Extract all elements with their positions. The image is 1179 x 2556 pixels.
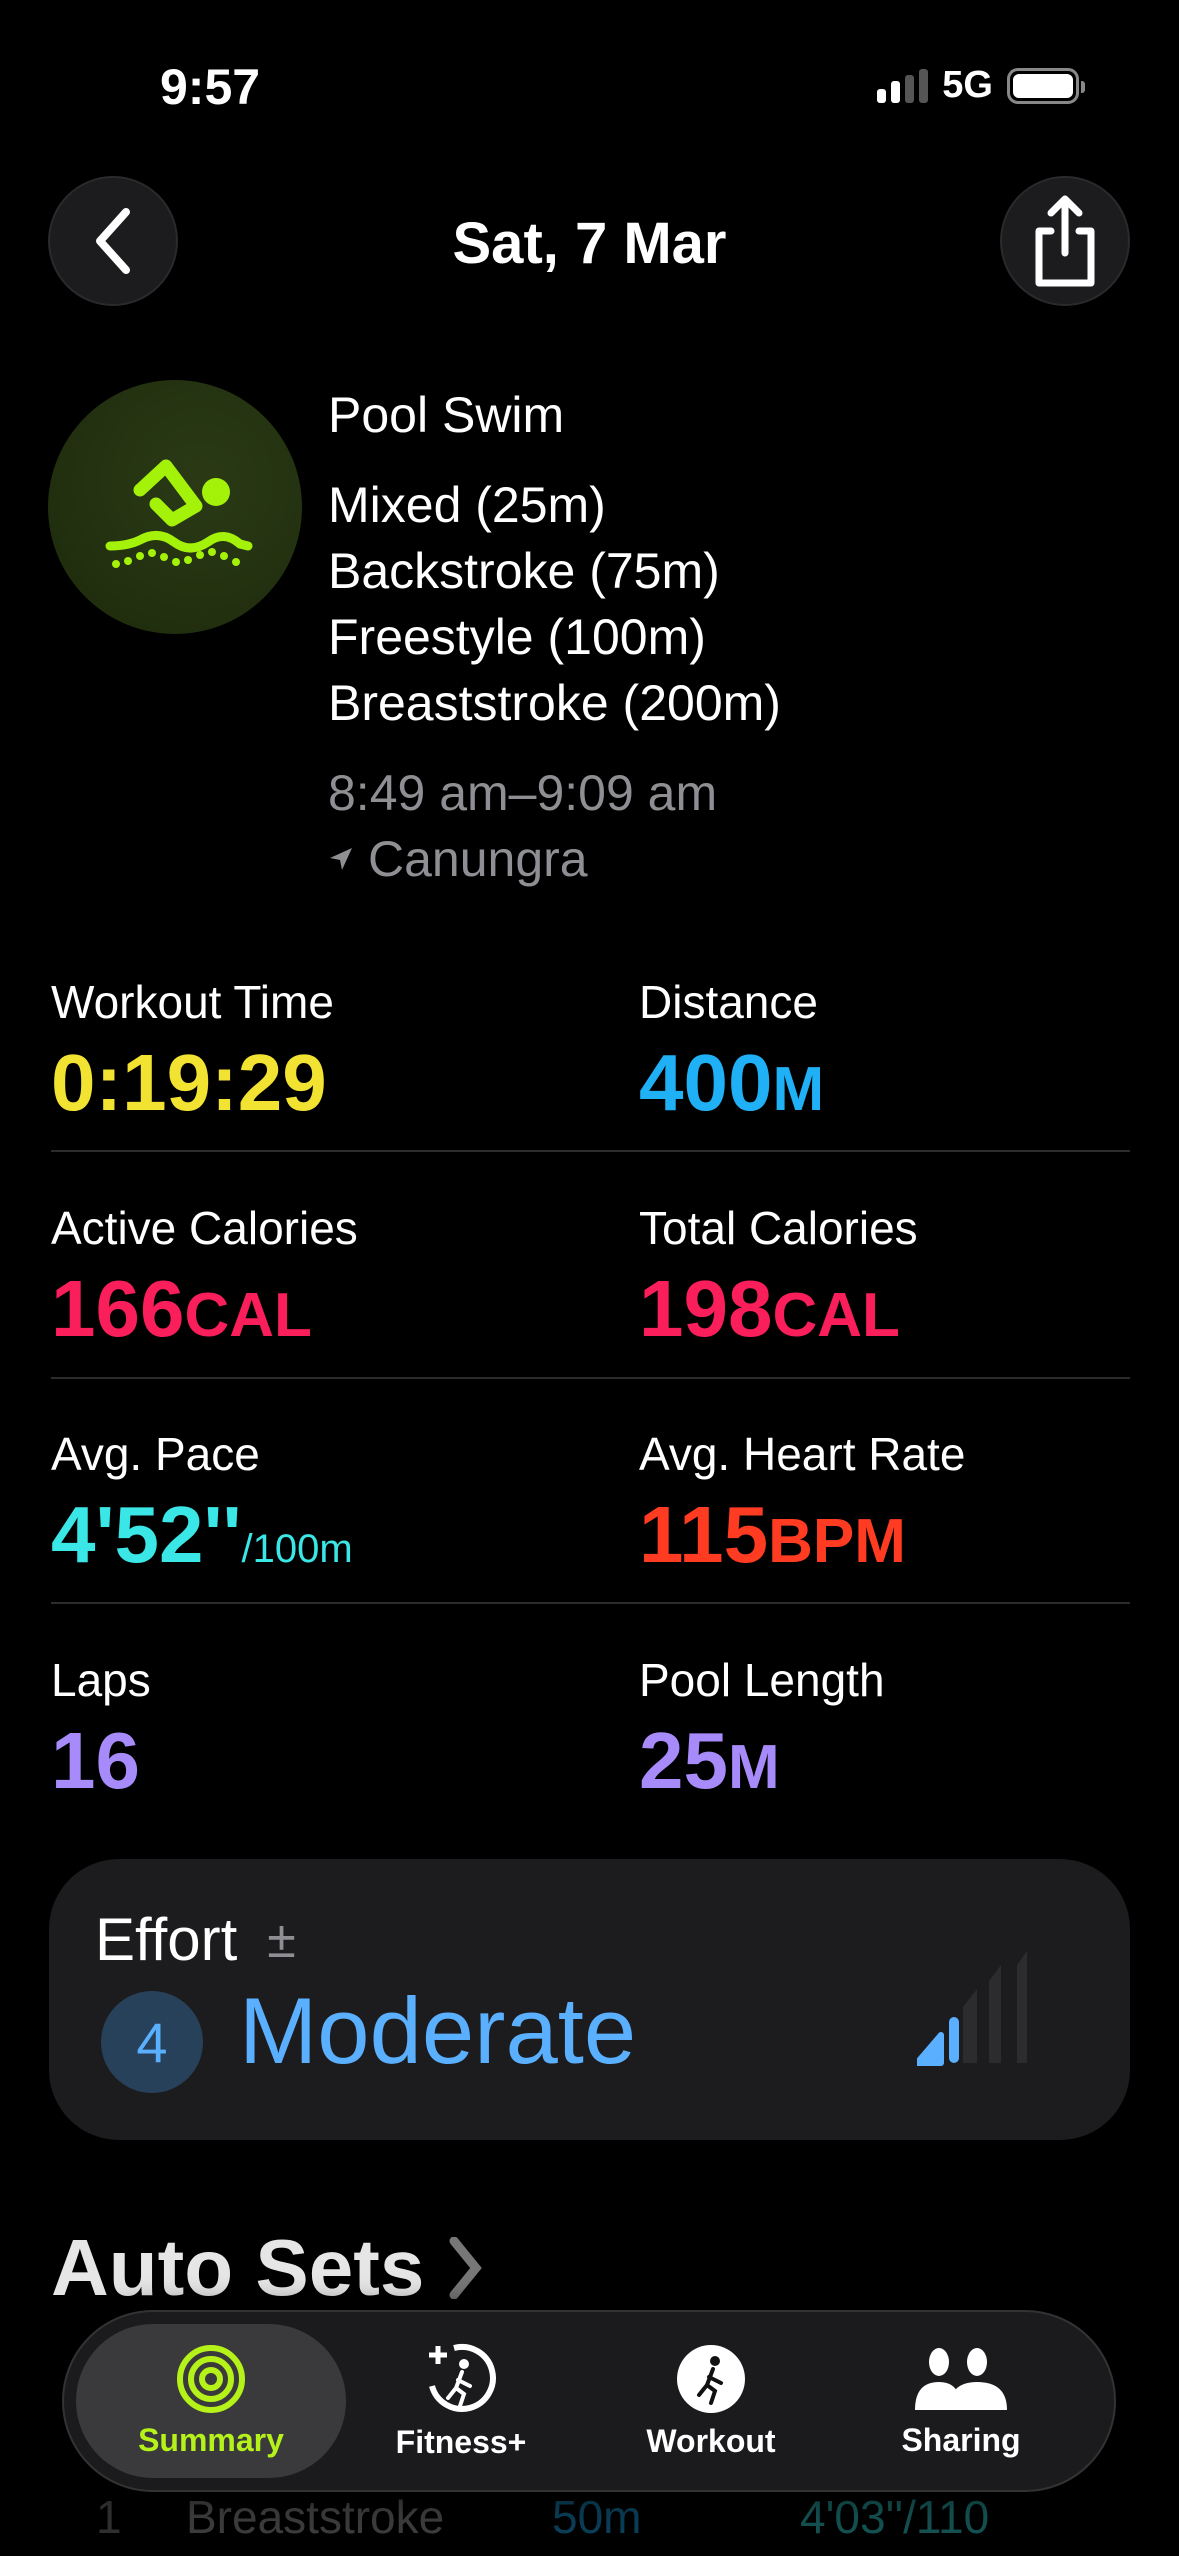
stat-value: 0:19:29 <box>51 1043 334 1123</box>
status-indicators: 5G <box>877 64 1085 107</box>
stat-unit: CAL <box>184 1281 312 1350</box>
set-index: 1 <box>96 2491 122 2543</box>
stat-number: 25 <box>639 1716 728 1805</box>
pool-swim-icon <box>48 380 302 634</box>
status-time: 9:57 <box>160 59 261 115</box>
effort-level-badge: 4 <box>101 1991 203 2093</box>
tab-label: Workout <box>646 2422 776 2459</box>
stat-number: 4'52'' <box>51 1490 242 1579</box>
location: Canungra <box>328 826 781 892</box>
stat-number: 0:19:29 <box>51 1038 327 1127</box>
stroke-item: Breaststroke (200m) <box>328 675 781 731</box>
stat-number: 400 <box>639 1038 773 1127</box>
tab-label: Sharing <box>901 2421 1021 2458</box>
stat-label: Active Calories <box>51 1202 358 1254</box>
tab-bar: Summary Fitness+ Workout Sharing <box>62 2310 1116 2492</box>
stat-value: 400M <box>639 1043 824 1123</box>
set-distance: 50m <box>552 2491 642 2543</box>
stat-label: Distance <box>639 976 818 1028</box>
stat-value: 198CAL <box>639 1269 918 1349</box>
stroke-item: Backstroke (75m) <box>328 543 720 599</box>
stat-number: 16 <box>51 1716 140 1805</box>
stat-label: Avg. Pace <box>51 1428 260 1480</box>
workout-info: Pool Swim Mixed (25m) Backstroke (75m) F… <box>328 382 781 892</box>
stat-value: 115BPM <box>639 1495 965 1575</box>
stat-label: Workout Time <box>51 976 334 1028</box>
stat-unit: M <box>772 1055 825 1124</box>
stat-total-calories: Total Calories 198CAL <box>639 1201 918 1349</box>
chevron-left-icon <box>96 208 130 274</box>
chevron-right-icon <box>449 2237 483 2299</box>
stat-unit: M <box>727 1733 780 1802</box>
set-stroke: Breaststroke <box>186 2491 445 2543</box>
tab-label: Summary <box>138 2421 284 2458</box>
stat-number: 115 <box>639 1490 769 1579</box>
share-button[interactable] <box>1000 176 1130 306</box>
stat-label: Laps <box>51 1654 151 1706</box>
workout-type: Pool Swim <box>328 387 565 443</box>
location-name: Canungra <box>368 831 588 887</box>
tab-label: Fitness+ <box>395 2423 527 2460</box>
share-icon <box>1035 195 1095 287</box>
divider <box>51 1602 1130 1604</box>
time-range: 8:49 am–9:09 am <box>328 765 718 821</box>
stat-unit: /100m <box>241 1527 353 1571</box>
battery-icon <box>1007 67 1085 104</box>
tab-summary[interactable]: Summary <box>76 2324 346 2478</box>
fitness-plus-icon <box>429 2343 496 2412</box>
stroke-item: Freestyle (100m) <box>328 609 706 665</box>
divider <box>51 1377 1130 1379</box>
stat-number: 166 <box>51 1264 185 1353</box>
stroke-item: Mixed (25m) <box>328 477 606 533</box>
tab-sharing[interactable]: Sharing <box>826 2324 1096 2478</box>
auto-sets-title: Auto Sets <box>51 2223 425 2312</box>
stat-value: 4'52''/100m <box>51 1495 353 1575</box>
set-pace: 4'03''/110 <box>800 2491 990 2543</box>
stat-label: Avg. Heart Rate <box>639 1428 966 1480</box>
back-button[interactable] <box>48 176 178 306</box>
page-title: Sat, 7 Mar <box>452 211 727 276</box>
adjust-effort-icon[interactable]: ± <box>267 1910 296 1969</box>
tab-workout[interactable]: Workout <box>576 2324 846 2478</box>
cellular-signal-icon <box>877 68 929 103</box>
stat-unit: BPM <box>768 1507 906 1576</box>
sharing-people-icon <box>915 2347 1007 2410</box>
stat-laps: Laps 16 <box>51 1653 151 1801</box>
stat-unit: CAL <box>772 1281 900 1350</box>
activity-rings-icon <box>177 2344 245 2413</box>
stat-active-calories: Active Calories 166CAL <box>51 1201 358 1349</box>
effort-card[interactable]: Effort ± 4 Moderate <box>49 1859 1130 2140</box>
stat-label: Total Calories <box>639 1202 918 1254</box>
workout-runner-icon <box>677 2344 745 2413</box>
network-type: 5G <box>942 64 993 106</box>
effort-label: Effort <box>95 1906 238 1973</box>
tab-fitness-plus[interactable]: Fitness+ <box>326 2324 596 2478</box>
stat-value: 16 <box>51 1721 151 1801</box>
stat-workout-time: Workout Time 0:19:29 <box>51 975 334 1123</box>
effort-level-name: Moderate <box>239 1978 637 2083</box>
auto-sets-link[interactable]: Auto Sets <box>51 2222 483 2314</box>
stat-label: Pool Length <box>639 1654 885 1706</box>
stat-avg-heart-rate: Avg. Heart Rate 115BPM <box>639 1427 965 1575</box>
stat-value: 166CAL <box>51 1269 358 1349</box>
effort-meter-icon <box>917 1951 1027 2066</box>
stat-distance: Distance 400M <box>639 975 824 1123</box>
divider <box>51 1150 1130 1152</box>
stat-number: 198 <box>639 1264 773 1353</box>
stat-avg-pace: Avg. Pace 4'52''/100m <box>51 1427 353 1575</box>
stat-value: 25M <box>639 1721 885 1801</box>
stat-pool-length: Pool Length 25M <box>639 1653 885 1801</box>
location-arrow-icon <box>330 848 352 870</box>
